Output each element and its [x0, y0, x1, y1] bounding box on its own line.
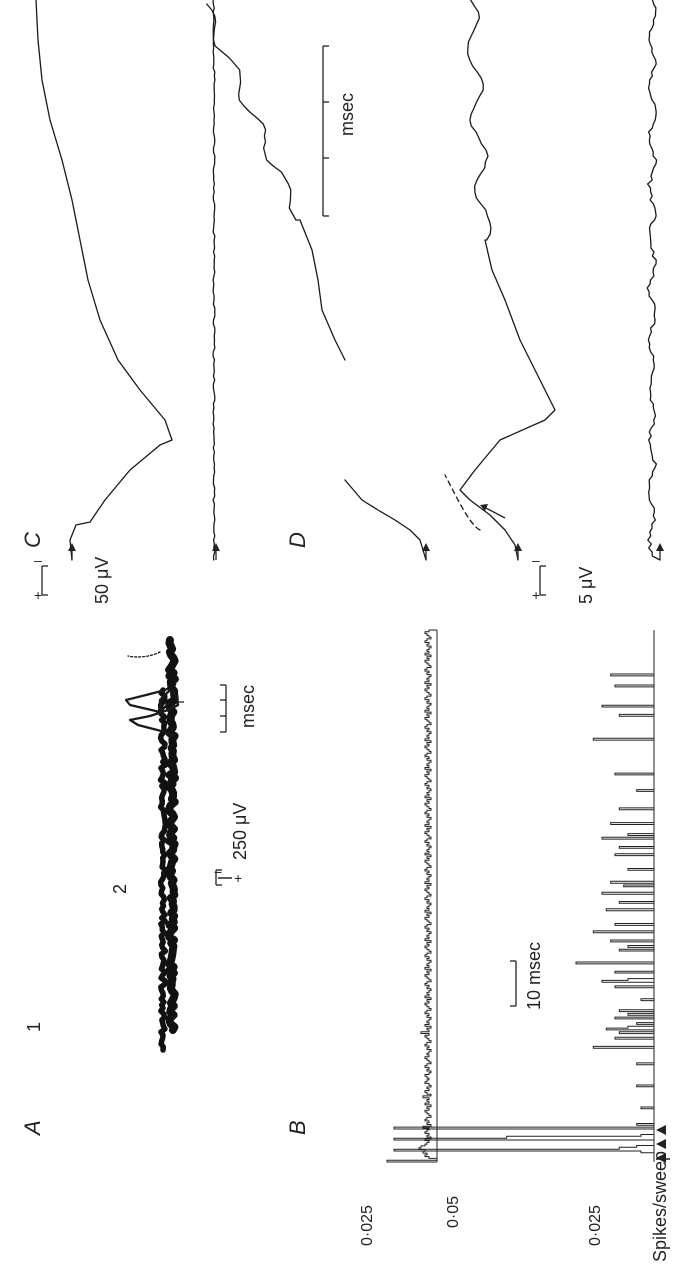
panel-d-polarity-minus: –	[532, 552, 540, 568]
panel-b-lower-histogram-outline	[393, 630, 655, 1162]
panel-d-dashed-extrapolation	[444, 474, 481, 531]
panel-a1-trace	[157, 687, 169, 1053]
panel-a2-dotted-spike	[127, 651, 161, 658]
panel-a-voltage-scale-label: 250 μV	[230, 803, 250, 860]
panel-b-y-axis-label: Spikes/sweep	[650, 1151, 670, 1262]
panel-a-time-scale-label: msec	[238, 685, 258, 728]
panel-d-trace-3	[646, 0, 661, 561]
panel-c-voltage-scale-bar	[41, 565, 48, 596]
panel-d-voltage-scale-label: 5 μV	[576, 567, 596, 604]
panel-c-stimulus-arrow-1	[68, 543, 76, 560]
panel-a-sub1-label: 1	[24, 1022, 44, 1032]
stimulus-marker	[656, 1125, 666, 1135]
stimulus-marker	[656, 1139, 666, 1149]
panel-d-stimulus-arrow-2	[514, 543, 522, 560]
panel-d-trace-1	[206, 3, 427, 561]
panel-d-stimulus-arrow-3	[656, 543, 664, 560]
panel-c-field-potential-trace	[35, 0, 173, 561]
panel-letter-c: C	[20, 532, 45, 548]
panel-d-stimulus-arrow-1	[422, 543, 430, 560]
panel-c-flat-trace	[212, 0, 216, 561]
panel-d-arrow	[480, 504, 506, 519]
panel-b-stimulus-markers	[656, 1125, 666, 1163]
panel-letter-b: B	[285, 1120, 310, 1135]
panel-c-time-scale-bar	[322, 45, 329, 217]
panel-letter-d: D	[285, 532, 310, 548]
panel-letter-a: A	[20, 1120, 45, 1137]
panel-a2-trace	[165, 636, 179, 1034]
panel-c-stimulus-arrow-2	[212, 543, 220, 560]
panel-b-upper-tick-label: 0·025	[359, 1205, 376, 1246]
panel-a-sub2-label: 2	[110, 884, 130, 894]
panel-b-upper-histogram-outline	[386, 629, 438, 1163]
panel-a2-spike	[128, 688, 180, 737]
panel-a-voltage-scale-bar	[215, 869, 232, 886]
panel-b-time-scale-label: 10 msec	[524, 942, 544, 1010]
panel-b-upper-histogram	[386, 629, 438, 1163]
panel-c-voltage-scale-label: 50 μV	[92, 557, 112, 604]
panel-d-voltage-scale-bar	[539, 565, 546, 596]
panel-b-lower-tick-label-0: 0·05	[445, 1196, 462, 1228]
panel-a-polarity-top: −	[214, 864, 222, 880]
panel-c-time-scale-label: msec	[337, 93, 357, 136]
panel-d-trace-2	[459, 0, 556, 561]
panel-b-lower-histogram	[393, 630, 655, 1162]
panel-a-polarity-bottom: +	[234, 870, 242, 886]
panel-c-polarity-minus: –	[34, 552, 42, 568]
stimulus-marker	[656, 1153, 666, 1163]
panel-b-time-scale-bar	[510, 960, 517, 1007]
panel-b-lower-tick-label-1: 0·025	[587, 1205, 604, 1246]
panel-c-polarity-plus: +	[34, 587, 42, 603]
panel-d-polarity-plus: +	[532, 587, 540, 603]
panel-a-time-scale-bar	[220, 684, 227, 733]
